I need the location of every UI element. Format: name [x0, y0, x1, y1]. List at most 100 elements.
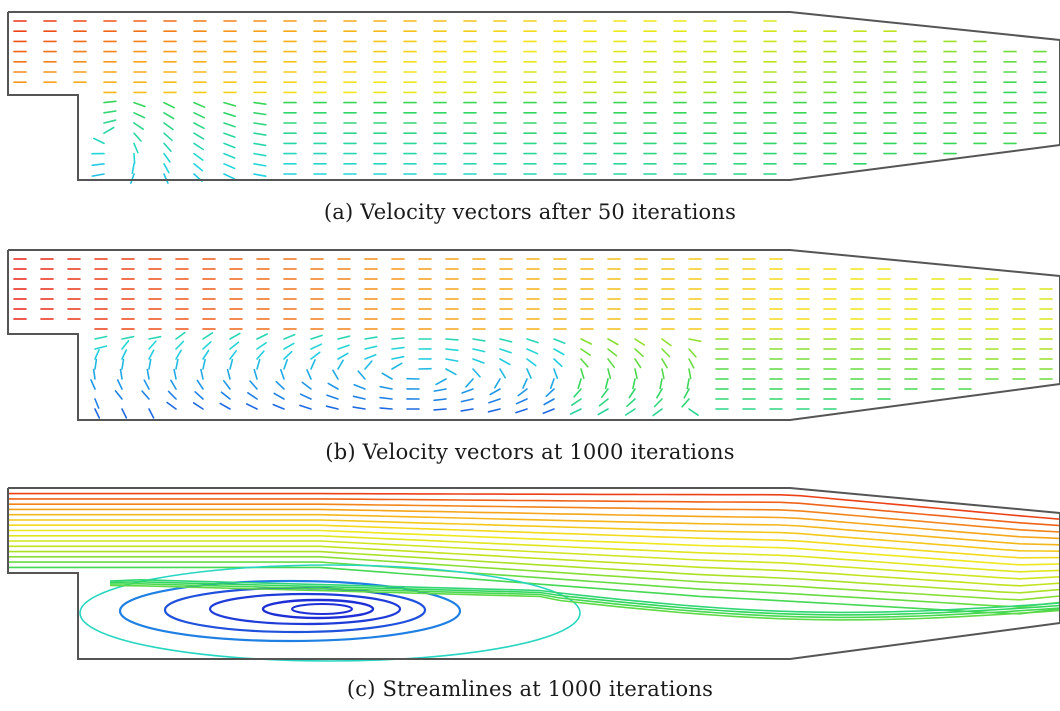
velocity-vector: [193, 163, 204, 172]
panel-b-velocity-vectors-1000: [7, 249, 1060, 421]
velocity-vector: [553, 338, 566, 345]
velocity-vector: [688, 338, 702, 343]
velocity-vector: [607, 348, 618, 357]
velocity-vector: [229, 350, 237, 360]
velocity-vector: [163, 112, 175, 120]
panel-c-streamlines-1000: [7, 487, 1060, 662]
velocity-vector: [653, 398, 663, 408]
velocity-vector: [580, 358, 589, 368]
velocity-vector: [325, 405, 339, 410]
velocity-vector: [283, 359, 289, 370]
velocity-vector: [499, 358, 511, 366]
velocity-vector: [301, 381, 312, 390]
velocity-vector: [223, 132, 236, 138]
velocity-vector: [661, 348, 671, 358]
velocity-vector: [223, 380, 231, 390]
velocity-vector: [634, 368, 638, 380]
velocity-vector: [327, 382, 339, 390]
velocity-vector: [626, 398, 636, 407]
velocity-vector: [391, 362, 403, 370]
recirculation-streamline: [261, 598, 375, 620]
velocity-vector: [146, 368, 150, 380]
velocity-vector: [353, 384, 366, 390]
velocity-vector: [273, 392, 285, 400]
velocity-vector: [487, 408, 501, 413]
velocity-vector: [515, 398, 528, 405]
velocity-vector: [683, 388, 690, 399]
panel-a-velocity-vectors-50: [7, 11, 1060, 184]
velocity-vector: [688, 348, 697, 358]
streamline: [9, 561, 1060, 608]
velocity-vector: [119, 368, 123, 380]
velocity-vector: [499, 368, 507, 379]
velocity-vector: [306, 369, 312, 380]
streamline: [9, 503, 1060, 533]
streamline: [109, 580, 1060, 616]
velocity-vector: [580, 348, 592, 356]
velocity-vector: [283, 342, 295, 350]
velocity-vector: [688, 408, 699, 416]
velocity-vector: [364, 360, 373, 370]
streamline: [9, 550, 1060, 594]
velocity-vector: [92, 368, 96, 380]
velocity-vector: [256, 333, 269, 340]
streamline: [9, 540, 1060, 580]
velocity-vector: [688, 358, 695, 369]
velocity-vector: [553, 348, 565, 356]
caption-c: (c) Streamlines at 1000 iterations: [346, 677, 714, 701]
velocity-vector: [656, 388, 663, 399]
velocity-vector: [681, 398, 690, 408]
velocity-vector: [580, 368, 585, 380]
velocity-vector: [93, 137, 105, 145]
velocity-vector: [283, 350, 293, 360]
velocity-vector: [598, 398, 609, 407]
velocity-vector: [253, 122, 267, 126]
velocity-vector: [607, 368, 612, 380]
velocity-vector: [435, 378, 447, 386]
streamline: [9, 492, 1060, 520]
velocity-vector: [332, 369, 339, 380]
velocity-vector: [652, 408, 663, 417]
streamline: [9, 519, 1060, 552]
velocity-vector: [167, 390, 177, 400]
velocity-vector: [661, 338, 672, 347]
velocity-vector: [659, 378, 663, 390]
velocity-vector: [121, 358, 125, 370]
velocity-vector: [193, 101, 206, 108]
channel-wall-b: [7, 249, 1060, 421]
velocity-vector: [253, 142, 267, 147]
velocity-vector: [121, 408, 128, 419]
velocity-vector: [223, 173, 236, 180]
streamline: [9, 545, 1060, 587]
velocity-vector: [253, 368, 258, 380]
velocity-vector: [131, 163, 135, 175]
velocity-vector: [569, 408, 582, 415]
velocity-vector: [133, 101, 146, 108]
recirculation-streamline: [79, 564, 581, 662]
streamline: [109, 582, 1060, 619]
velocity-vector: [121, 340, 130, 350]
velocity-vector: [223, 152, 236, 159]
velocity-vector: [91, 163, 105, 167]
velocity-vector: [379, 396, 393, 400]
streamline: [9, 556, 1060, 601]
velocity-vector: [337, 335, 351, 340]
velocity-vector: [223, 142, 236, 149]
velocity-vector: [194, 391, 204, 400]
velocity-vector: [272, 403, 285, 410]
velocity-vector: [166, 401, 177, 410]
velocity-vector: [193, 142, 204, 151]
velocity-vector: [148, 335, 162, 340]
velocity-vector: [632, 378, 636, 390]
velocity-vector: [472, 358, 485, 364]
velocity-vector: [223, 122, 236, 128]
velocity-vector: [553, 368, 559, 379]
velocity-vector: [193, 122, 205, 130]
velocity-vector: [445, 348, 459, 352]
velocity-vector: [223, 101, 237, 107]
velocity-vector: [148, 408, 155, 419]
velocity-vector: [202, 358, 206, 370]
velocity-vector: [472, 368, 481, 378]
velocity-vector: [337, 344, 350, 350]
vector-field-a: [13, 20, 1047, 184]
